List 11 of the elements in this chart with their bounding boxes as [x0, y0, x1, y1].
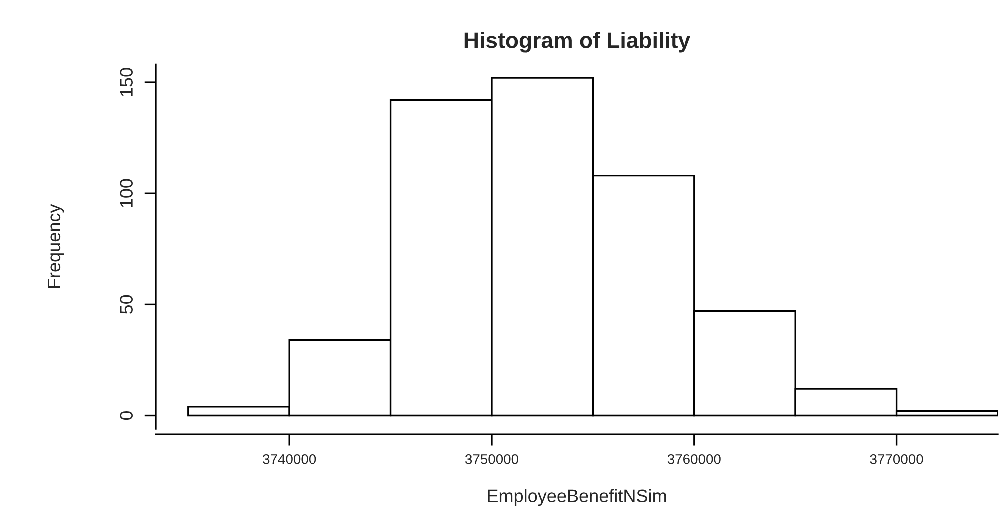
- x-tick-label: 3760000: [668, 454, 721, 464]
- x-tick-label: 3770000: [870, 454, 924, 464]
- y-tick-label: 0: [120, 411, 133, 420]
- y-tick-label: 150: [120, 68, 133, 96]
- y-axis-title: Frequency: [48, 204, 64, 288]
- y-tick-label: 50: [120, 295, 133, 314]
- y-tick-label: 100: [120, 179, 133, 208]
- chart-title: Histogram of Liability: [464, 32, 690, 53]
- x-axis-title: EmployeeBenefitNSim: [488, 489, 666, 506]
- x-tick-label: 3740000: [263, 454, 316, 464]
- x-tick-label: 3750000: [465, 454, 518, 464]
